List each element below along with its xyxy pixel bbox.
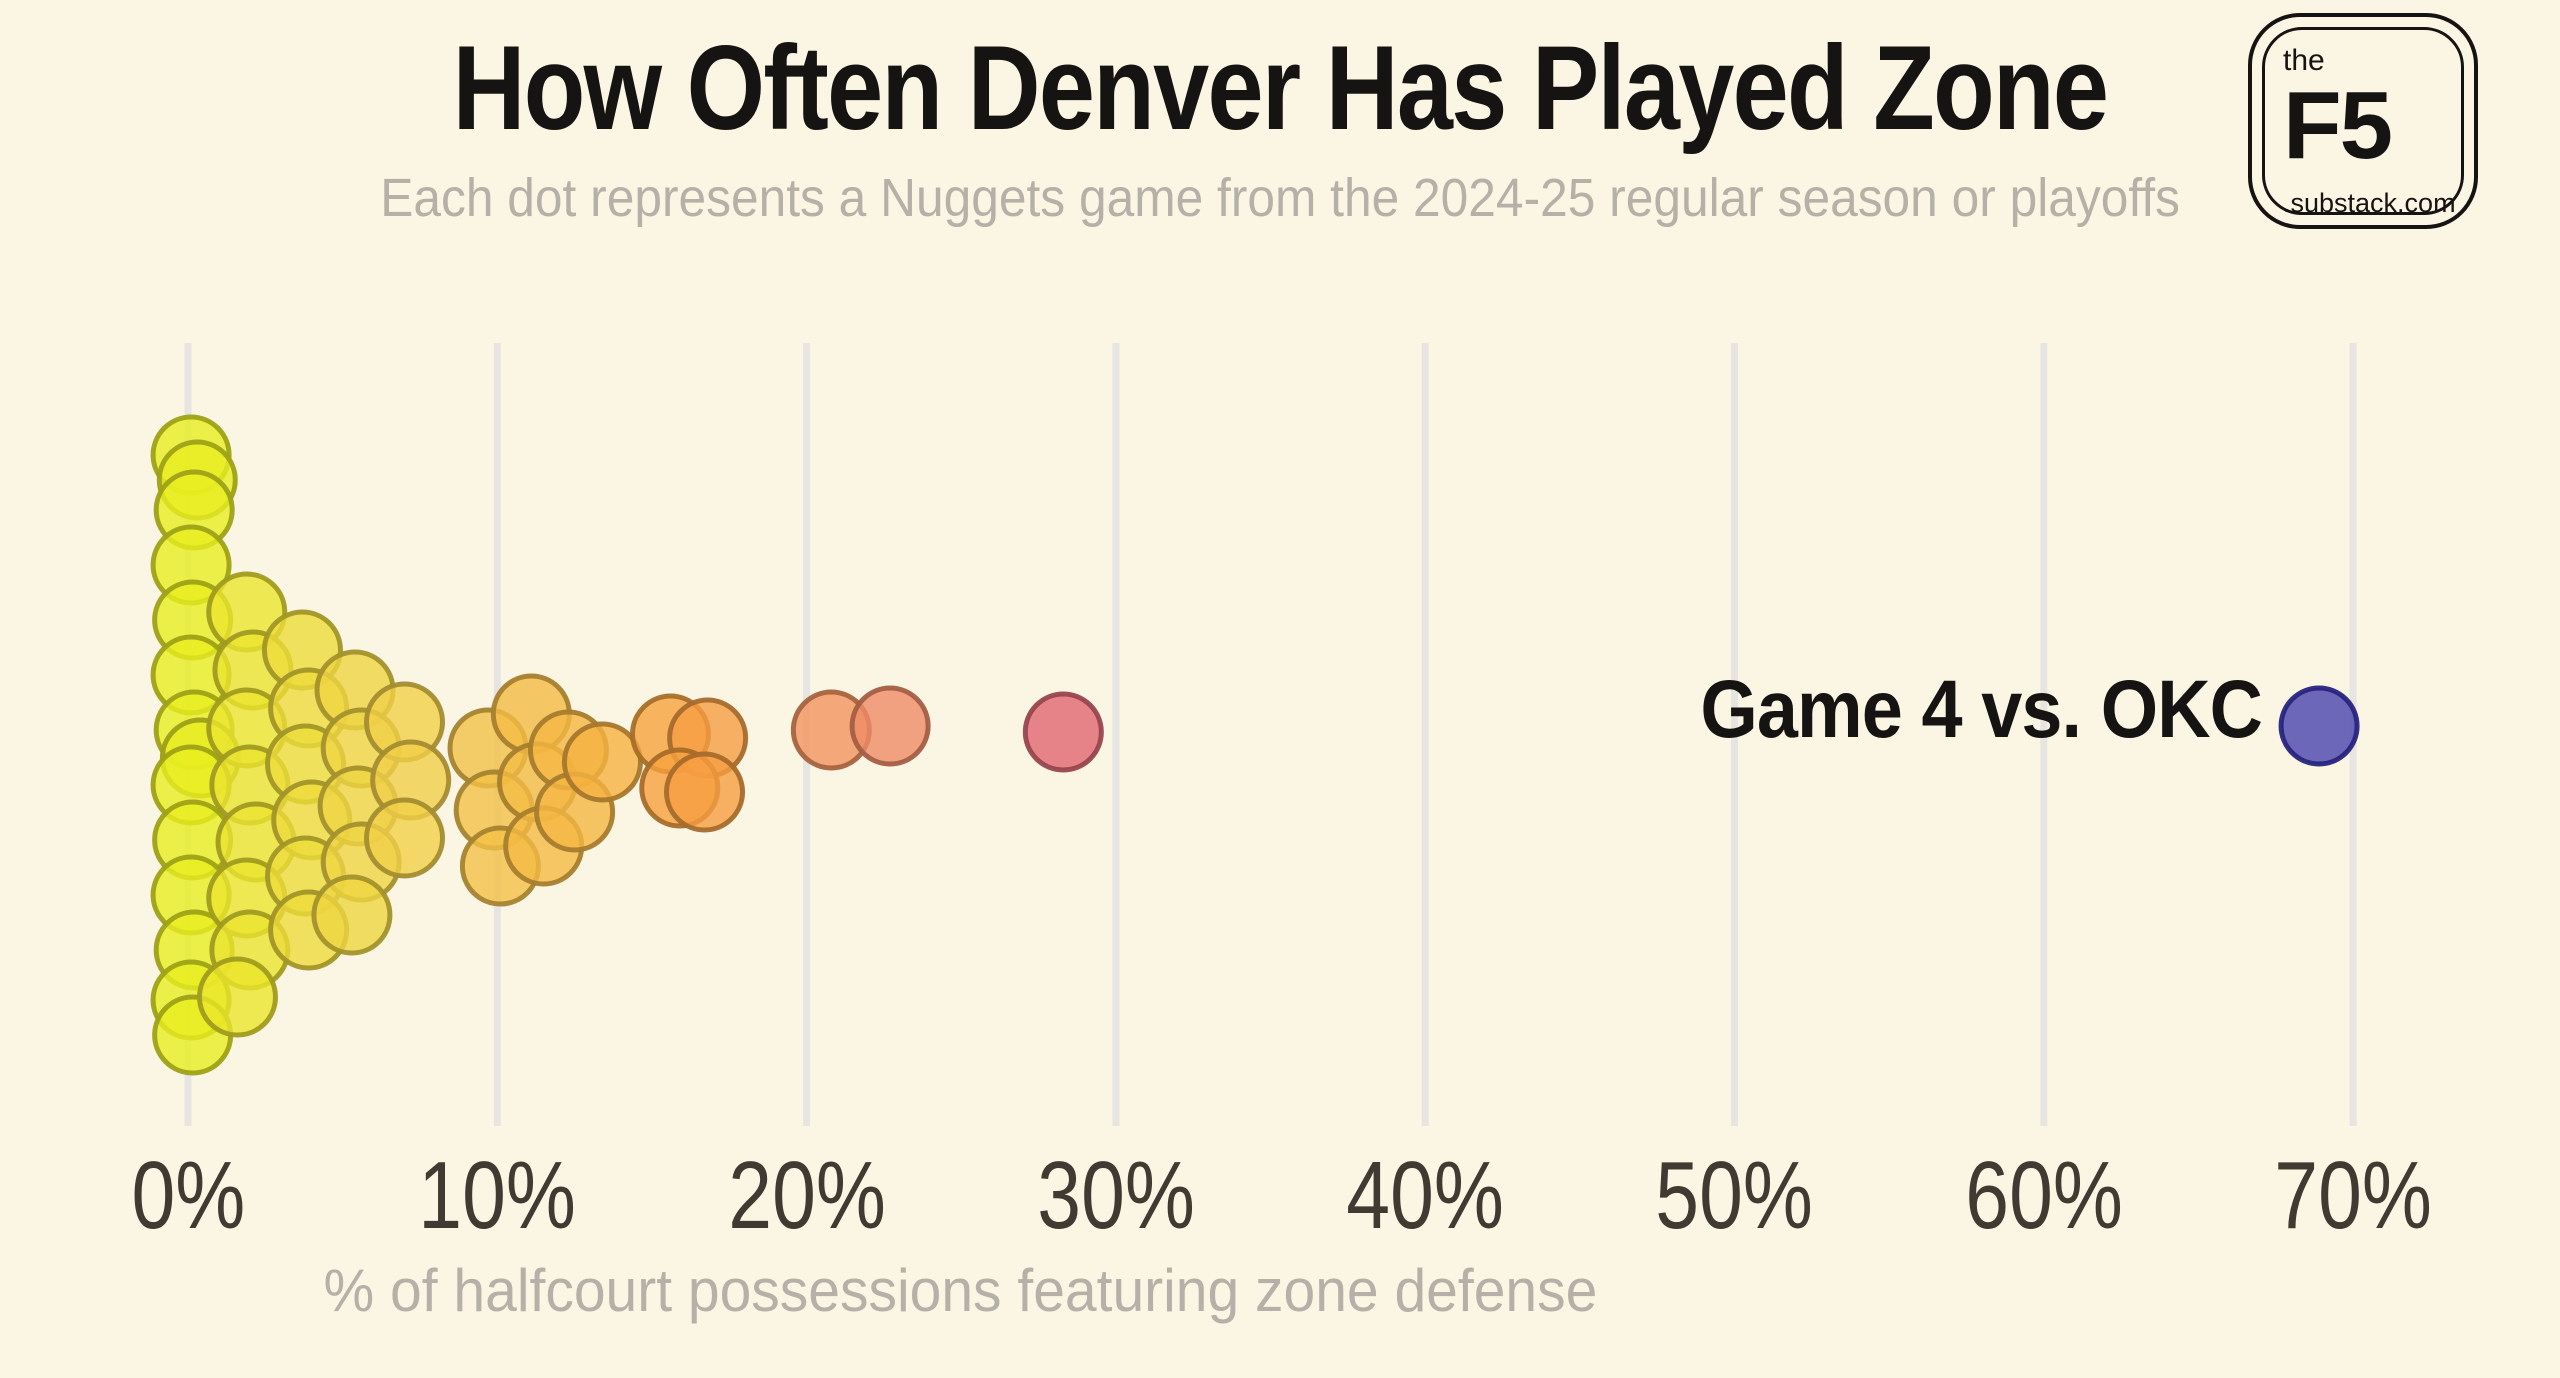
x-axis-title-text: % of halfcourt possessions featuring zon… — [323, 1257, 1597, 1324]
logo-the-text: the — [2283, 44, 2325, 77]
game-dot[interactable] — [849, 685, 931, 767]
axis-tick-label: 10% — [297, 1146, 697, 1246]
axis-tick-label: 0% — [0, 1146, 388, 1246]
axis-tick-label: 40% — [1225, 1146, 1625, 1246]
logo-substack-text: .substack.com — [2283, 188, 2456, 218]
x-axis-title: % of halfcourt possessions featuring zon… — [0, 1258, 1920, 1324]
game-dots — [150, 414, 2360, 1076]
highlight-annotation: Game 4 vs. OKC — [1638, 664, 2263, 755]
page-title-text: How Often Denver Has Played Zone — [452, 21, 2109, 155]
axis-tick-label: 30% — [916, 1146, 1316, 1246]
page-subtitle: Each dot represents a Nuggets game from … — [0, 168, 2560, 228]
game-dot[interactable] — [311, 874, 393, 956]
axis-tick-label-text: 70% — [2274, 1142, 2432, 1249]
highlight-annotation-text: Game 4 vs. OKC — [1700, 664, 2263, 755]
axis-tick-label-text: 20% — [727, 1142, 886, 1249]
axis-tick-label-text: 0% — [131, 1142, 245, 1249]
game-dot[interactable] — [561, 721, 643, 803]
game-dot[interactable] — [664, 751, 746, 833]
logo-f5-text: F5 — [2283, 72, 2393, 179]
axis-tick-label: 50% — [1535, 1146, 1935, 1246]
axis-tick-label-text: 30% — [1037, 1142, 1195, 1249]
axis-tick-label: 70% — [2153, 1146, 2553, 1246]
f5-substack-logo[interactable]: the F5 .substack.com — [2248, 13, 2478, 229]
game-dot[interactable] — [364, 797, 446, 879]
axis-tick-label-text: 10% — [418, 1142, 577, 1249]
f5-logo-inner: the F5 .substack.com — [2262, 27, 2464, 218]
page-title: How Often Denver Has Played Zone — [0, 28, 2560, 148]
axis-tick-label-text: 50% — [1655, 1142, 1814, 1249]
axis-tick-label: 60% — [1844, 1146, 2244, 1246]
axis-tick-label: 20% — [607, 1146, 1007, 1246]
game-dot[interactable] — [196, 956, 278, 1038]
game-dot-highlight[interactable] — [2278, 685, 2360, 767]
page-subtitle-text: Each dot represents a Nuggets game from … — [380, 168, 2180, 228]
axis-tick-label-text: 60% — [1965, 1142, 2123, 1249]
axis-tick-label-text: 40% — [1346, 1142, 1504, 1249]
game-dot[interactable] — [1022, 691, 1104, 773]
